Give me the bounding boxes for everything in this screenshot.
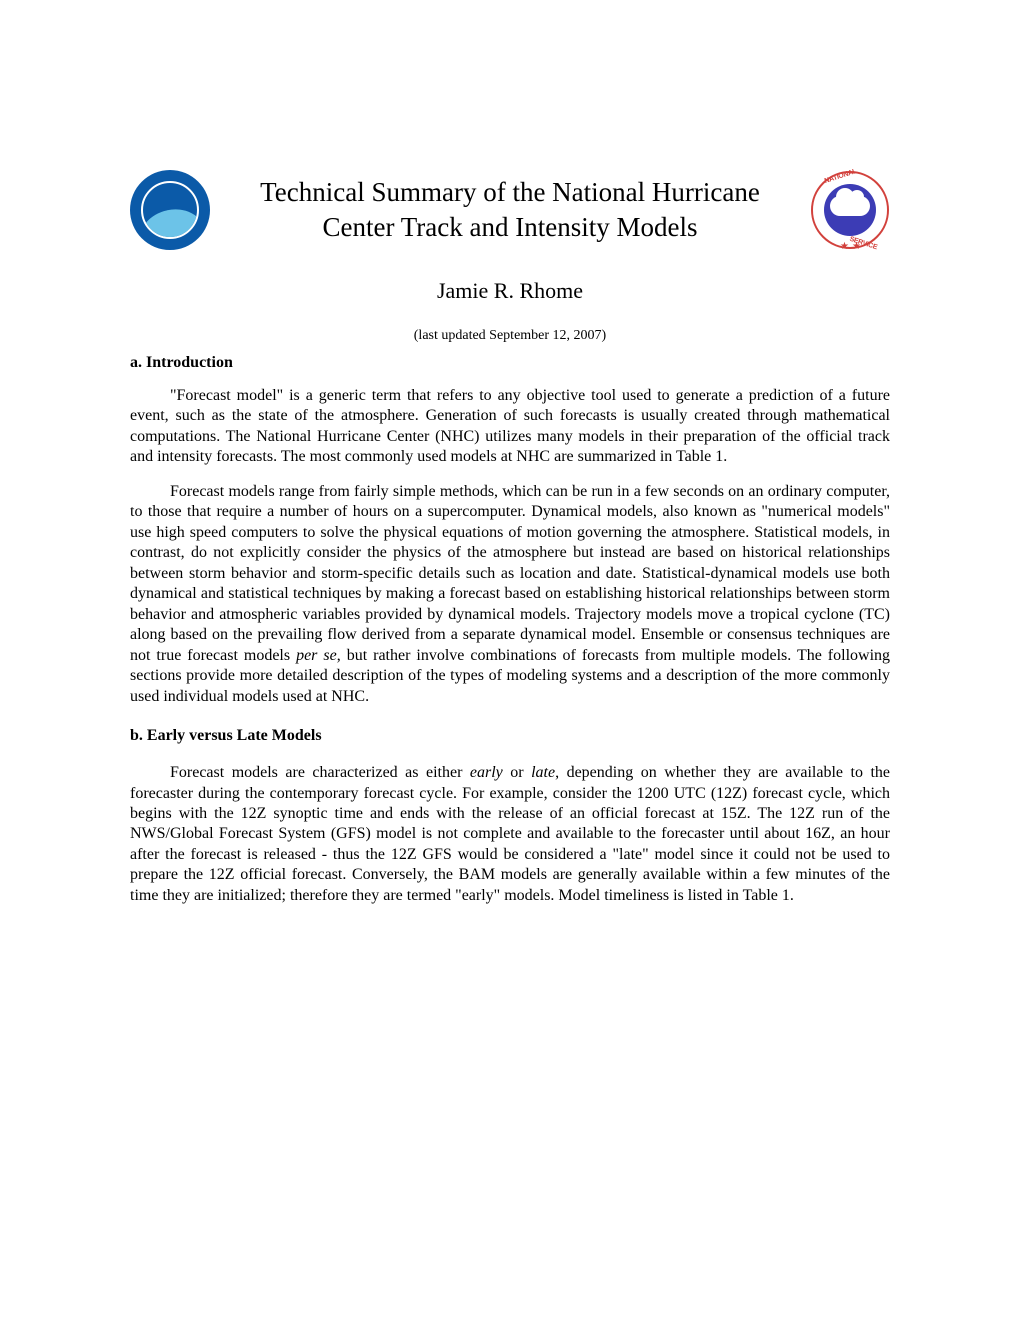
paragraph-intro-1-text: "Forecast model" is a generic term that …: [130, 387, 890, 465]
paragraph-intro-2: Forecast models range from fairly simple…: [130, 482, 890, 707]
paragraph-early-late: Forecast models are characterized as eit…: [130, 763, 890, 906]
title-block: Technical Summary of the National Hurric…: [210, 175, 810, 245]
header-row: Technical Summary of the National Hurric…: [130, 170, 890, 250]
paragraph-el-italic2: late: [531, 764, 555, 781]
author: Jamie R. Rhome: [130, 278, 890, 304]
nws-logo-icon: NATIONAL SERVICE ★ ★: [810, 170, 890, 250]
paragraph-el-post: , depending on whether they are availabl…: [130, 764, 890, 904]
paragraph-el-italic1: early: [470, 764, 503, 781]
last-updated: (last updated September 12, 2007): [130, 328, 890, 344]
doc-title-line2: Center Track and Intensity Models: [220, 210, 800, 245]
section-a-heading: a. Introduction: [130, 354, 890, 372]
paragraph-intro-2-pre: Forecast models range from fairly simple…: [130, 483, 890, 664]
paragraph-intro-1: "Forecast model" is a generic term that …: [130, 386, 890, 468]
noaa-logo-icon: [130, 170, 210, 250]
paragraph-el-mid: or: [503, 764, 531, 781]
section-b-heading: b. Early versus Late Models: [130, 727, 890, 745]
paragraph-intro-2-italic: per se: [296, 647, 337, 664]
paragraph-el-pre: Forecast models are characterized as eit…: [170, 764, 470, 781]
doc-title-line1: Technical Summary of the National Hurric…: [220, 175, 800, 210]
